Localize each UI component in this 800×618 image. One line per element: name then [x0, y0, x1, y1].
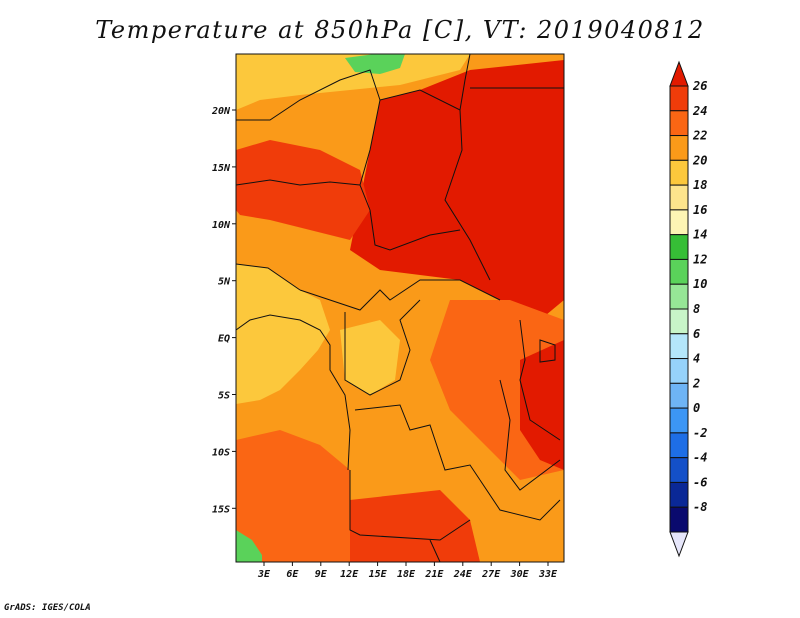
lat-tick-label: 5N [218, 277, 231, 288]
border-6 [369, 209, 461, 251]
lat-tick-label: 10S [212, 447, 230, 458]
lon-tick-label: 18E [397, 569, 416, 580]
country-borders [236, 54, 564, 562]
plot-frame [235, 53, 565, 563]
border-11 [499, 379, 561, 491]
colorbar-bottom-triangle [669, 531, 689, 558]
grads-credit: GrADS: IGES/COLA [4, 603, 91, 613]
colorbar-box [669, 258, 689, 285]
lat-tick-label: 10N [212, 220, 231, 231]
lon-tick-label: 27E [481, 569, 501, 580]
latitude-axis: 20N 15N 10N 5N EQ 5S 10S 15S [211, 106, 236, 515]
colorbar-label: 2 [692, 376, 700, 390]
lon-tick-label: 33E [538, 569, 558, 580]
colorbar-box [669, 358, 689, 384]
colorbar-label: 20 [692, 153, 707, 167]
colorbar-label: 18 [693, 178, 707, 192]
lat-tick-label: 20N [211, 106, 231, 117]
border-17 [539, 339, 556, 363]
colorbar-label: -6 [693, 475, 707, 489]
border-16 [236, 314, 351, 471]
border-8 [344, 299, 421, 396]
temperature-field [236, 54, 564, 562]
colorbar-box [669, 184, 689, 211]
field-central-light [340, 320, 400, 395]
colorbar-label: -8 [693, 500, 707, 514]
border-1 [236, 69, 381, 211]
lat-tick-label: 15S [212, 504, 230, 515]
field-north-light [236, 54, 470, 110]
colorbar-box [669, 333, 689, 360]
lon-tick-label: 24E [453, 569, 473, 580]
border-13 [236, 263, 301, 291]
border-5 [236, 179, 361, 186]
lat-tick-label: EQ [218, 334, 230, 345]
colorbar-label: 16 [693, 203, 707, 217]
field-green-north [345, 54, 405, 74]
lon-tick-label: 12E [340, 569, 359, 580]
colorbar-box [669, 308, 689, 335]
map-title: Temperature at 850hPa [C], VT: 201904081… [95, 16, 705, 44]
colorbar-top-triangle [669, 60, 689, 87]
colorbar-label: 4 [693, 352, 700, 366]
colorbar-label: 24 [692, 104, 707, 118]
border-10 [349, 470, 471, 541]
colorbar-box [669, 159, 689, 186]
colorbar-box [669, 110, 689, 137]
colorbar-box [669, 85, 689, 112]
lat-tick-label: 15N [212, 163, 231, 174]
border-12 [519, 319, 561, 441]
colorbar-box [669, 481, 689, 508]
lat-tick-label: 5S [218, 391, 230, 402]
field-north-hot [350, 60, 564, 320]
colorbar-box [669, 457, 689, 483]
lon-tick-label: 9E [315, 569, 328, 580]
colorbar-label: 6 [693, 327, 700, 341]
longitude-axis: 3E 6E 9E 12E 15E 18E 21E 24E 27E 30E 33E [257, 562, 558, 580]
field-green-southwest [236, 530, 262, 562]
border-3 [444, 109, 491, 281]
colorbar-box [669, 234, 689, 260]
lon-tick-label: 3E [257, 569, 271, 580]
colorbar-label: 0 [693, 401, 700, 415]
colorbar-box [669, 506, 689, 533]
colorbar-box [669, 407, 689, 434]
colorbar-label: 12 [693, 252, 707, 266]
colorbar-label: -4 [693, 451, 707, 465]
colorbar-label: 14 [693, 228, 707, 242]
lon-tick-label: 15E [369, 569, 388, 580]
colorbar-label: -2 [693, 426, 707, 440]
colorbar-box [669, 382, 689, 409]
border-15 [479, 479, 561, 521]
lon-tick-label: 21E [424, 569, 444, 580]
field-ocean-west [236, 264, 330, 404]
colorbar-box [669, 283, 689, 310]
lon-tick-label: 30E [510, 569, 530, 580]
colorbar-label: 8 [693, 302, 700, 316]
field-south-hot [350, 490, 480, 562]
field-east-hot [520, 340, 564, 470]
field-west-hot [236, 140, 370, 240]
colorbar-label: 22 [692, 129, 707, 143]
colorbar-label: 26 [692, 79, 707, 93]
colorbar-box [669, 209, 689, 236]
field-southwest [236, 430, 350, 562]
border-14 [429, 539, 441, 562]
colorbar-box [669, 432, 689, 459]
border-7 [299, 279, 501, 311]
lon-tick-label: 6E [286, 569, 299, 580]
border-9 [354, 404, 481, 481]
colorbar-box [669, 135, 689, 161]
colorbar-label: 10 [693, 277, 707, 291]
